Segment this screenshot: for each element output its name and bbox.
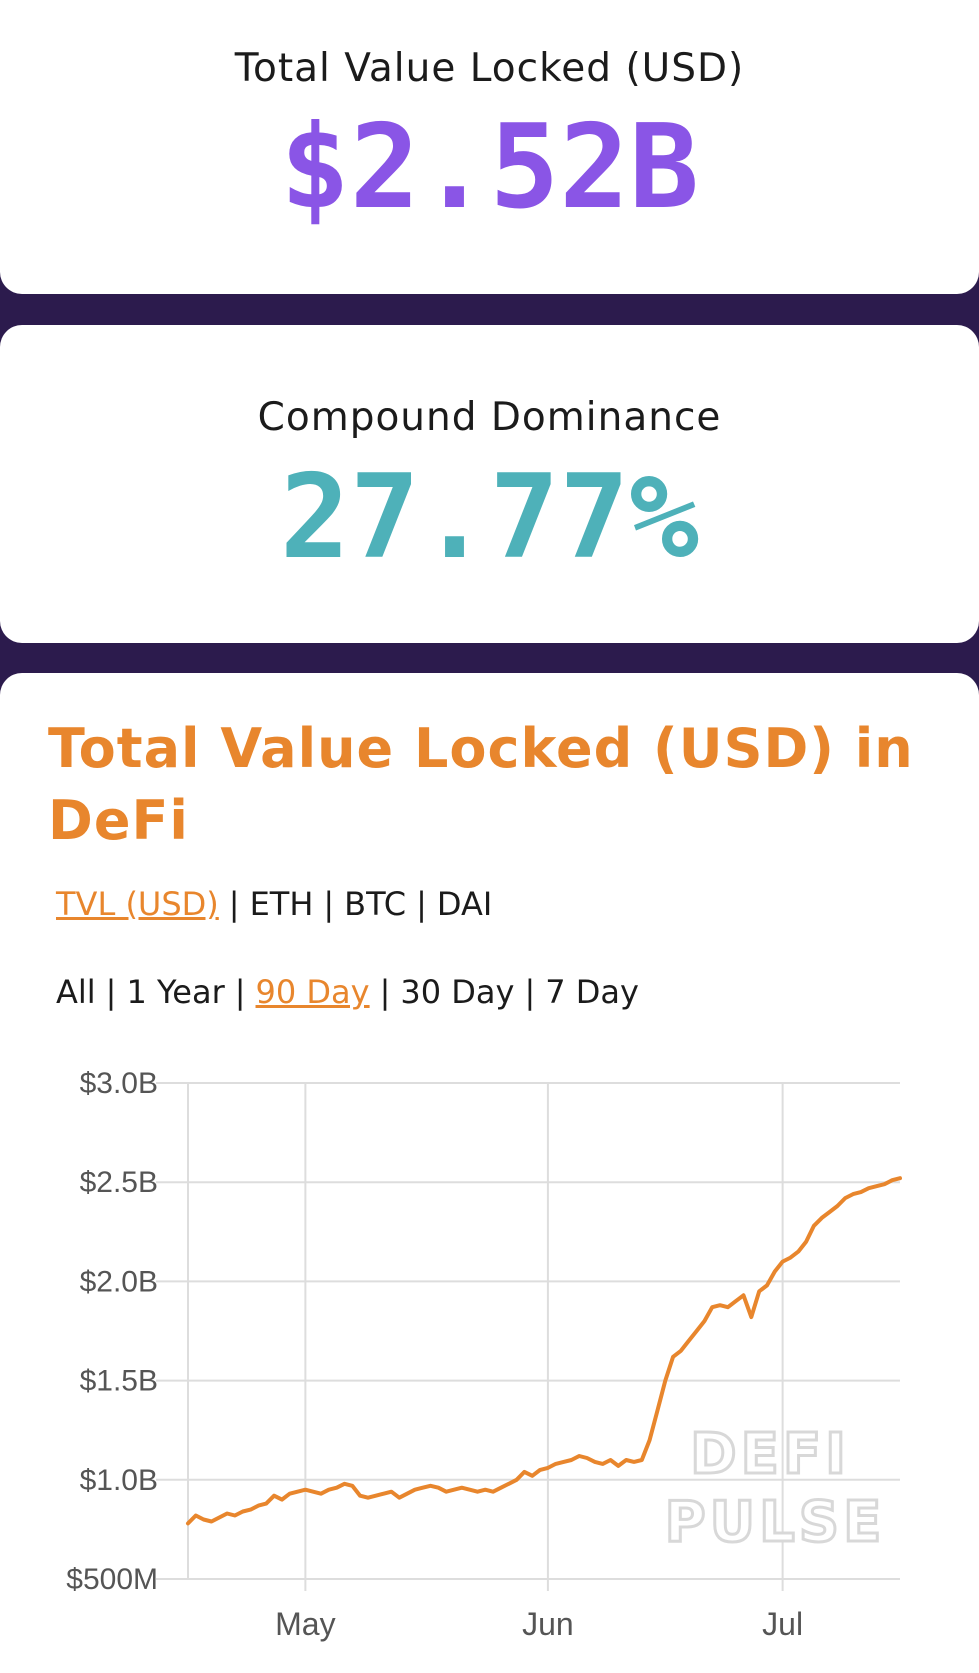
x-tick-label: Jul	[762, 1606, 803, 1642]
dominance-label: Compound Dominance	[257, 395, 722, 440]
tvl-series-line	[186, 1176, 902, 1526]
separator: |	[234, 973, 246, 1011]
currency-option-tvl-usd[interactable]: TVL (USD)	[56, 885, 219, 923]
separator: |	[379, 973, 391, 1011]
tvl-card: Total Value Locked (USD) $2.52B	[0, 0, 979, 294]
tvl-label: Total Value Locked (USD)	[234, 46, 745, 91]
range-option-7-day[interactable]: 7 Day	[545, 973, 639, 1011]
currency-selector: TVL (USD) | ETH | BTC | DAI	[56, 885, 492, 923]
x-tick-label: Jun	[522, 1606, 574, 1642]
y-tick-label: $3.0B	[80, 1067, 158, 1100]
currency-option-dai[interactable]: DAI	[436, 885, 493, 923]
dominance-value: 27.77%	[279, 450, 700, 585]
y-tick-label: $500M	[66, 1563, 158, 1596]
chart-title: Total Value Locked (USD) in DeFi	[48, 717, 914, 852]
y-tick-label: $1.0B	[80, 1464, 158, 1497]
watermark-text: DEFI	[690, 1422, 850, 1487]
separator: |	[105, 973, 117, 1011]
y-tick-label: $2.5B	[80, 1166, 158, 1199]
dominance-card: Compound Dominance 27.77%	[0, 325, 979, 643]
range-option-1-year[interactable]: 1 Year	[126, 973, 225, 1011]
tvl-chart-card: Total Value Locked (USD) in DeFi TVL (US…	[0, 673, 979, 1673]
y-tick-label: $1.5B	[80, 1365, 158, 1398]
tvl-value: $2.52B	[279, 100, 700, 235]
separator: |	[323, 885, 335, 923]
currency-option-btc[interactable]: BTC	[344, 885, 407, 923]
tvl-line-chart: $500M $1.0B $1.5B $2.0B $2.5B $3.0B May Jun Jul D…	[66, 1067, 902, 1642]
range-option-90-day[interactable]: 90 Day	[255, 973, 370, 1011]
currency-option-eth[interactable]: ETH	[249, 885, 314, 923]
range-option-all[interactable]: All	[56, 973, 96, 1011]
watermark-text: PULSE	[665, 1490, 886, 1555]
separator: |	[416, 885, 427, 923]
separator: |	[524, 973, 536, 1011]
x-tick-label: May	[275, 1606, 335, 1642]
y-tick-label: $2.0B	[80, 1265, 158, 1298]
range-selector: All | 1 Year | 90 Day | 30 Day | 7 Day	[56, 973, 639, 1011]
separator: |	[228, 885, 240, 923]
range-option-30-day[interactable]: 30 Day	[400, 973, 515, 1011]
